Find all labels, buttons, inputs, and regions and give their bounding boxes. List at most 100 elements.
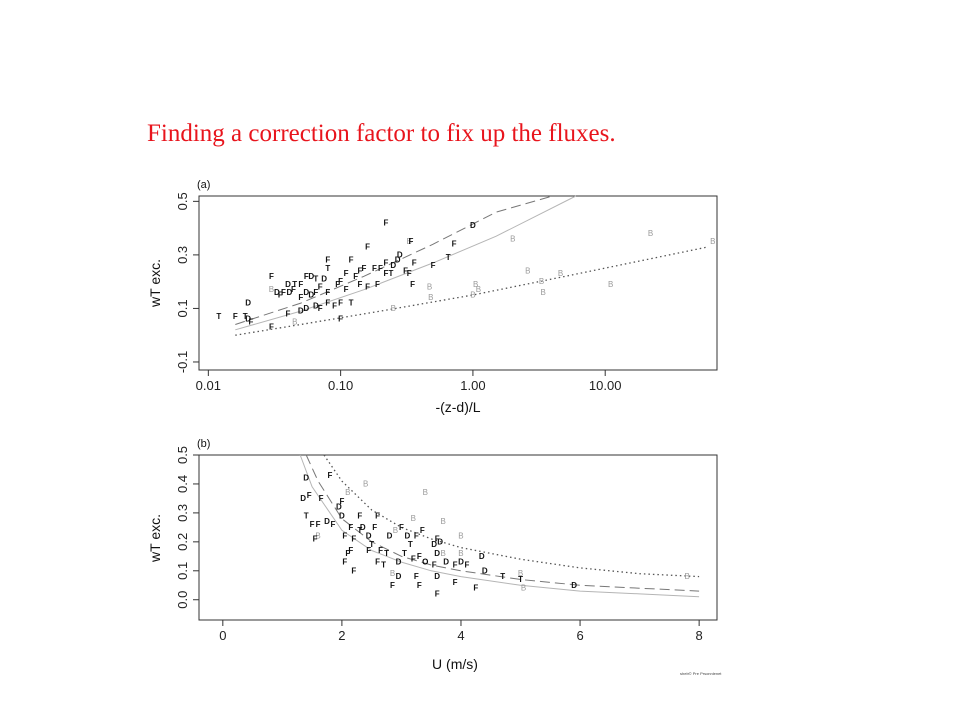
data-point-F: F	[403, 266, 408, 275]
data-point-F: F	[344, 285, 349, 294]
data-point-F: F	[378, 264, 383, 273]
data-point-F: F	[365, 283, 370, 292]
data-point-B: B	[458, 549, 463, 558]
data-point-F: F	[417, 552, 422, 561]
data-point-B: B	[440, 549, 445, 558]
panel-a-ylabel: wT exc.	[147, 259, 163, 308]
data-point-F: F	[414, 532, 419, 541]
y-tick-label: 0.1	[175, 299, 190, 317]
data-point-F: F	[304, 272, 309, 281]
data-point-T: T	[500, 572, 505, 581]
x-tick-label: 0.10	[328, 378, 353, 393]
y-tick-label: 0.1	[175, 562, 190, 580]
data-point-D: D	[387, 532, 393, 541]
data-point-B: B	[476, 285, 481, 294]
data-point-F: F	[372, 523, 377, 532]
data-point-F: F	[342, 558, 347, 567]
panel-a: (a) -(z-d)/L wT exc. 0.01 0.10 1.00 10.00 -…	[147, 179, 718, 415]
data-point-F: F	[319, 494, 324, 503]
data-point-F: F	[375, 280, 380, 289]
panel-b-x-ticks: 0 2 4 6 8	[219, 620, 703, 643]
data-point-F: F	[335, 280, 340, 289]
data-point-F: F	[291, 285, 296, 294]
y-tick-label: 0.4	[175, 475, 190, 493]
data-point-D: D	[431, 540, 437, 549]
data-point-F: F	[383, 218, 388, 227]
data-point-B: B	[541, 288, 546, 297]
data-point-D: D	[458, 558, 464, 567]
data-point-D: D	[336, 503, 342, 512]
data-point-B: B	[458, 532, 463, 541]
data-point-F: F	[399, 523, 404, 532]
data-point-O: O	[422, 558, 428, 567]
fit-curve-solid	[299, 454, 700, 598]
data-point-D: D	[360, 523, 366, 532]
data-point-D: D	[300, 494, 306, 503]
data-point-F: F	[298, 293, 303, 302]
data-point-T: T	[369, 540, 374, 549]
data-point-T: T	[402, 549, 407, 558]
x-tick-label: 10.00	[589, 378, 622, 393]
data-point-B: B	[407, 237, 412, 246]
data-point-F: F	[453, 578, 458, 587]
data-point-F: F	[366, 546, 371, 555]
data-point-F: F	[365, 242, 370, 251]
data-point-T: T	[349, 299, 354, 308]
data-point-B: B	[608, 280, 613, 289]
data-point-F: F	[298, 280, 303, 289]
data-point-D: D	[479, 552, 485, 561]
data-point-F: F	[345, 549, 350, 558]
data-point-F: F	[435, 534, 440, 543]
data-point-D: D	[390, 261, 396, 270]
data-point-F: F	[348, 546, 353, 555]
data-point-F: F	[351, 566, 356, 575]
data-point-B: B	[525, 266, 530, 275]
data-point-F: F	[473, 584, 478, 593]
data-point-D: D	[245, 299, 251, 308]
data-point-F: F	[281, 288, 286, 297]
data-point-D: D	[324, 517, 330, 526]
data-point-F: F	[344, 269, 349, 278]
data-point-T: T	[313, 274, 318, 283]
data-point-B: B	[391, 304, 396, 313]
data-point-B: B	[345, 488, 350, 497]
panel-b-frame	[198, 454, 718, 621]
data-point-B: B	[423, 488, 428, 497]
data-point-F: F	[338, 299, 343, 308]
data-point-D: D	[434, 572, 440, 581]
data-point-B: B	[648, 229, 653, 238]
fit-curve-dotted	[323, 454, 700, 578]
data-point-F: F	[358, 266, 363, 275]
data-point-D: D	[339, 511, 345, 520]
data-point-T: T	[388, 269, 393, 278]
data-point-D: D	[470, 221, 476, 230]
x-tick-label: 0	[219, 628, 226, 643]
data-point-F: F	[318, 283, 323, 292]
data-point-T: T	[325, 264, 330, 273]
data-point-D: D	[366, 532, 372, 541]
data-point-B: B	[710, 237, 715, 246]
data-point-B: B	[521, 584, 526, 593]
data-point-B: B	[363, 479, 368, 488]
data-point-D: D	[437, 537, 443, 546]
data-point-B: B	[518, 569, 523, 578]
data-point-F: F	[328, 471, 333, 480]
data-point-D: D	[308, 272, 314, 281]
data-point-F: F	[375, 558, 380, 567]
data-point-T: T	[357, 526, 362, 535]
data-point-T: T	[381, 561, 386, 570]
fit-curve-dashed	[235, 195, 553, 325]
data-point-F: F	[357, 511, 362, 520]
y-tick-label: 0.5	[175, 192, 190, 210]
data-point-B: B	[393, 526, 398, 535]
data-point-F: F	[353, 272, 358, 281]
y-tick-label: 0.3	[175, 246, 190, 264]
panel-a-xlabel: -(z-d)/L	[435, 399, 480, 415]
data-point-D: D	[571, 581, 577, 590]
y-tick-label: 0.0	[175, 591, 190, 609]
slide-title: Finding a correction factor to fix up th…	[147, 120, 616, 147]
x-tick-label: 0.01	[196, 378, 221, 393]
data-point-F: F	[313, 534, 318, 543]
data-point-D: D	[303, 304, 309, 313]
